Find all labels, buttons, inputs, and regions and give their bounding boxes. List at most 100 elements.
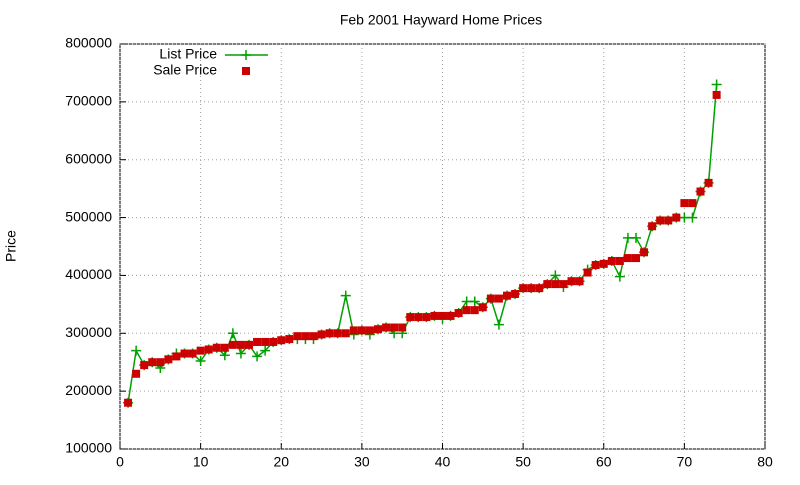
y-tick-label: 800000: [65, 35, 112, 51]
point-marker: [309, 332, 318, 341]
y-tick-label: 500000: [65, 208, 112, 224]
x-tick-label: 80: [757, 454, 773, 470]
point-marker: [236, 340, 245, 349]
y-tick-label: 100000: [65, 440, 112, 456]
series-line: [127, 84, 718, 403]
point-marker: [357, 326, 366, 335]
point-marker: [188, 349, 197, 358]
x-tick-label: 50: [515, 454, 531, 470]
y-tick-label: 300000: [65, 324, 112, 340]
point-marker: [204, 345, 213, 354]
legend-marker: [241, 50, 251, 60]
x-tick-label: 20: [273, 454, 289, 470]
y-axis-label: Price: [3, 230, 19, 262]
x-tick-label: 70: [677, 454, 693, 470]
point-marker: [227, 328, 238, 339]
x-tick-label: 10: [193, 454, 209, 470]
point-marker: [438, 311, 447, 320]
point-marker: [511, 289, 520, 298]
point-marker: [406, 313, 415, 322]
point-marker: [469, 296, 480, 307]
point-marker: [575, 277, 584, 286]
point-marker: [632, 254, 640, 263]
point-marker: [228, 340, 237, 349]
point-marker: [196, 346, 205, 355]
x-tick-label: 40: [435, 454, 451, 470]
point-marker: [711, 79, 722, 90]
point-marker: [317, 330, 326, 339]
point-marker: [341, 329, 350, 338]
point-marker: [559, 280, 568, 289]
point-marker: [527, 284, 536, 293]
point-marker: [462, 306, 471, 315]
x-tick-label: 60: [596, 454, 612, 470]
point-marker: [688, 199, 697, 208]
point-marker: [519, 284, 528, 293]
point-marker: [614, 271, 625, 282]
point-marker: [680, 199, 689, 208]
point-marker: [712, 90, 721, 99]
point-marker: [430, 311, 439, 320]
point-marker: [293, 332, 302, 341]
point-marker: [422, 313, 431, 322]
point-marker: [235, 348, 246, 359]
point-marker: [615, 256, 624, 265]
point-marker: [567, 277, 576, 286]
point-marker: [333, 329, 342, 338]
point-marker: [664, 216, 673, 225]
point-marker: [180, 349, 189, 358]
point-marker: [285, 335, 294, 344]
point-marker: [493, 319, 504, 330]
legend-marker: [242, 67, 250, 75]
point-marker: [591, 261, 600, 270]
point-marker: [470, 306, 479, 315]
point-marker: [550, 270, 561, 281]
point-marker: [260, 345, 271, 356]
point-marker: [245, 340, 253, 349]
point-marker: [220, 343, 229, 352]
point-marker: [132, 369, 141, 378]
point-marker: [454, 309, 463, 318]
y-tick-label: 600000: [65, 150, 112, 166]
point-marker: [631, 232, 641, 243]
point-marker: [195, 356, 206, 367]
point-marker: [390, 323, 399, 332]
point-marker: [446, 311, 455, 320]
point-marker: [212, 343, 221, 352]
point-marker: [503, 291, 511, 300]
point-marker: [551, 280, 560, 289]
point-marker: [253, 337, 262, 346]
point-marker: [398, 323, 407, 332]
point-marker: [374, 325, 382, 334]
point-marker: [623, 254, 632, 263]
point-marker: [349, 326, 358, 335]
legend-label: Sale Price: [153, 62, 217, 78]
point-marker: [148, 358, 157, 367]
point-marker: [124, 398, 133, 407]
point-marker: [382, 323, 391, 332]
point-marker: [607, 256, 616, 265]
point-marker: [648, 222, 657, 231]
point-marker: [640, 248, 649, 257]
point-marker: [414, 313, 423, 322]
point-marker: [704, 178, 713, 187]
point-marker: [535, 284, 544, 293]
point-marker: [269, 337, 278, 346]
point-marker: [672, 213, 681, 222]
point-marker: [261, 337, 270, 346]
x-tick-label: 30: [354, 454, 370, 470]
point-marker: [252, 351, 263, 362]
point-marker: [696, 187, 705, 196]
point-marker: [164, 355, 173, 364]
point-marker: [543, 280, 552, 289]
point-marker: [301, 332, 310, 341]
point-marker: [172, 352, 181, 361]
point-marker: [140, 361, 149, 370]
point-marker: [219, 350, 230, 361]
point-marker: [486, 294, 495, 303]
point-marker: [131, 345, 142, 356]
point-marker: [583, 268, 592, 277]
point-marker: [277, 336, 286, 345]
point-marker: [156, 358, 165, 367]
